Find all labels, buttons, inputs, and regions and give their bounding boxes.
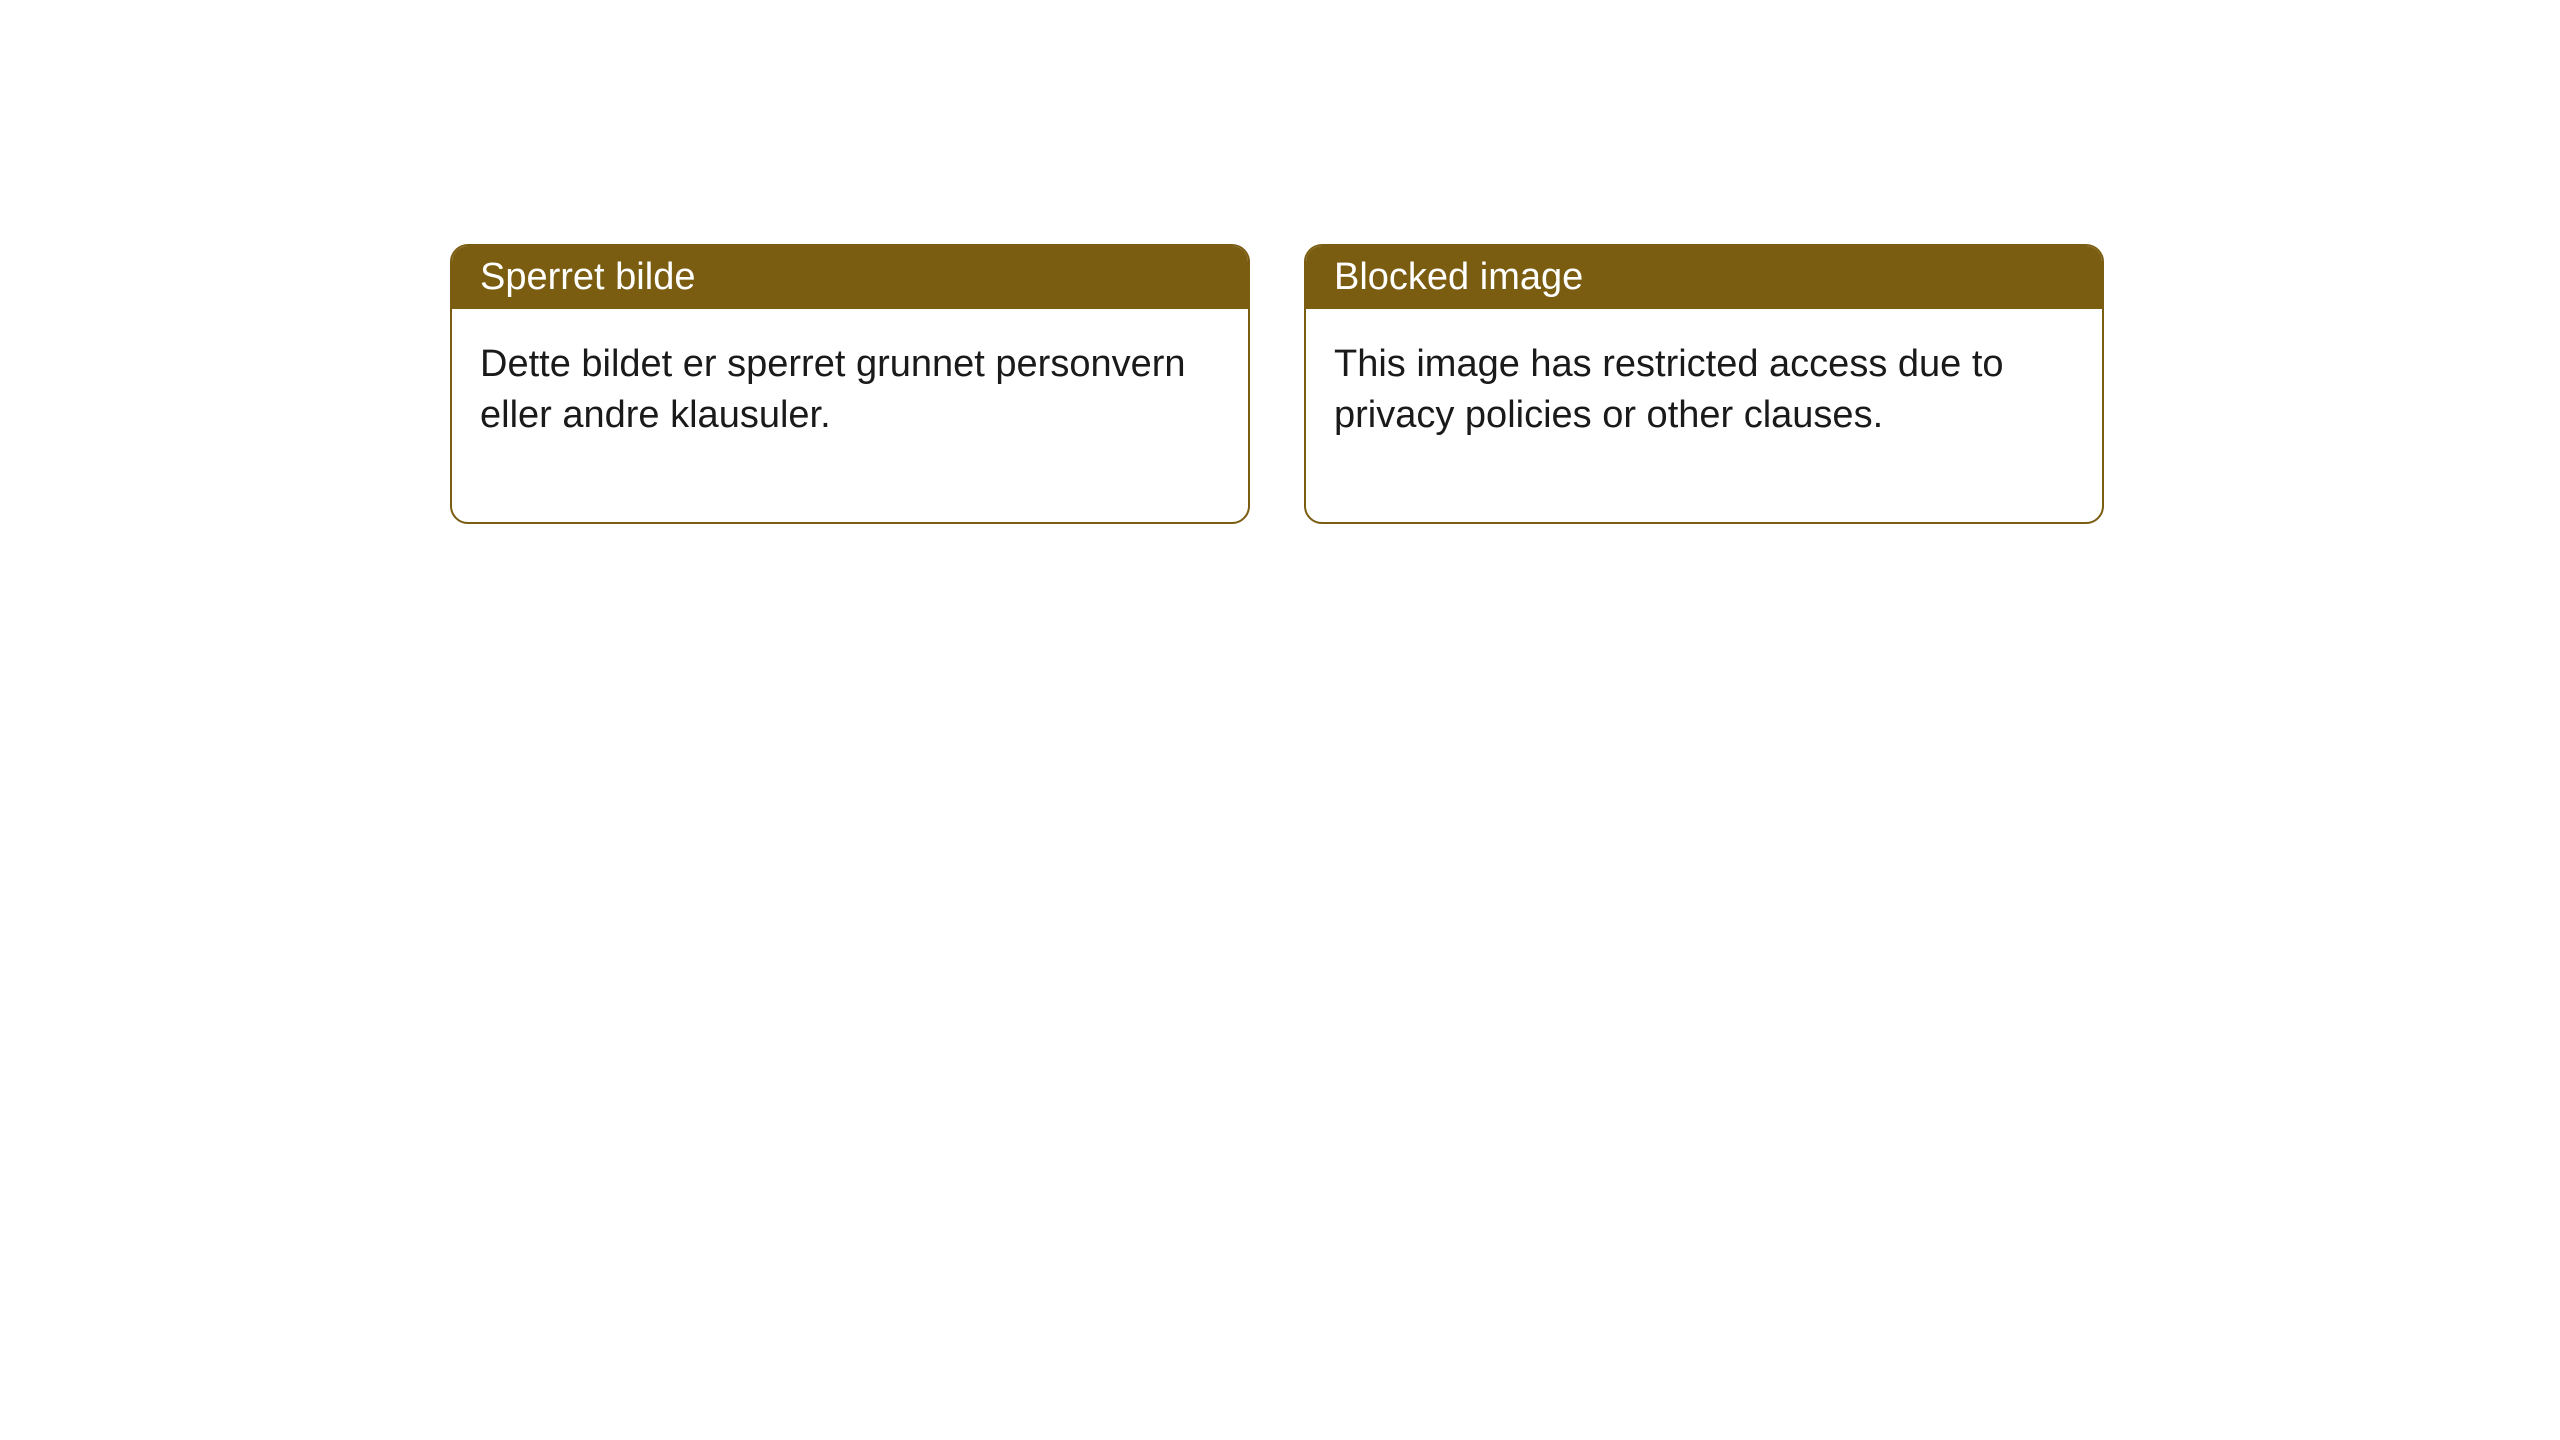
- notice-card-english: Blocked image This image has restricted …: [1304, 244, 2104, 524]
- notice-body-text: This image has restricted access due to …: [1334, 343, 2004, 436]
- notice-title: Blocked image: [1334, 256, 1583, 298]
- notice-header: Blocked image: [1306, 246, 2102, 309]
- notice-header: Sperret bilde: [452, 246, 1248, 309]
- notice-body: This image has restricted access due to …: [1306, 309, 2102, 522]
- notice-body: Dette bildet er sperret grunnet personve…: [452, 309, 1248, 522]
- notice-card-norwegian: Sperret bilde Dette bildet er sperret gr…: [450, 244, 1250, 524]
- notice-cards-container: Sperret bilde Dette bildet er sperret gr…: [450, 244, 2104, 524]
- notice-title: Sperret bilde: [480, 256, 695, 298]
- notice-body-text: Dette bildet er sperret grunnet personve…: [480, 343, 1186, 436]
